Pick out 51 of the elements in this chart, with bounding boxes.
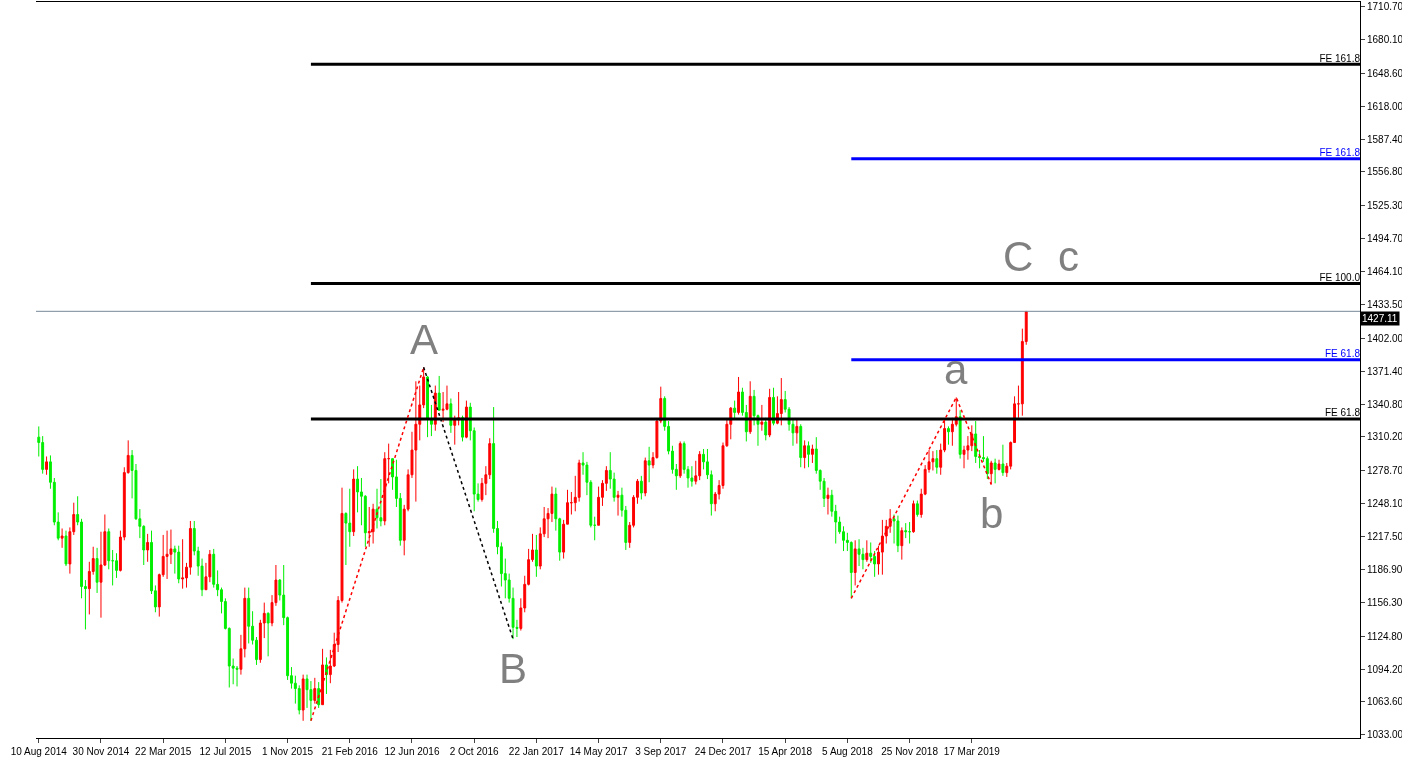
annotation: b <box>980 490 1004 537</box>
x-tick-label: 15 Apr 2018 <box>758 746 813 757</box>
x-tick-label: 14 May 2017 <box>569 746 628 757</box>
y-tick-label: 1587.40 <box>1367 133 1402 145</box>
y-tick-label: 1618.00 <box>1367 100 1402 112</box>
annotation: B <box>499 645 528 692</box>
y-tick-label: 1710.70 <box>1367 1 1402 13</box>
y-tick-label: 1648.60 <box>1367 67 1402 79</box>
y-tick-label: 1278.70 <box>1367 465 1402 477</box>
y-tick-label: 1340.80 <box>1367 398 1402 410</box>
annotation: a <box>944 346 968 393</box>
y-tick-label: 1310.20 <box>1367 431 1402 443</box>
y-tick-label: 1063.60 <box>1367 696 1402 708</box>
y-tick-label: 1124.80 <box>1367 630 1402 642</box>
x-tick-label: 12 Jul 2015 <box>199 746 252 757</box>
x-tick-label: 10 Aug 2014 <box>10 746 68 757</box>
y-tick-label: 1217.50 <box>1367 531 1402 543</box>
y-tick-label: 1402.00 <box>1367 332 1402 344</box>
y-tick-label: 1094.20 <box>1367 663 1402 675</box>
y-tick-label: 1033.00 <box>1367 729 1402 741</box>
series-label: FE 161.8 <box>1319 52 1361 64</box>
annotation: C <box>1003 233 1034 280</box>
series-label: FE 61.8 <box>1324 407 1361 419</box>
y-tick-label: 1156.30 <box>1367 596 1402 608</box>
series-label: FE 161.8 <box>1319 147 1361 159</box>
y-tick-label: 1186.90 <box>1367 563 1402 575</box>
x-tick-label: 22 Jan 2017 <box>508 746 565 757</box>
y-tick-label: 1525.30 <box>1367 200 1402 212</box>
y-tick-label: 1248.10 <box>1367 498 1402 510</box>
y-tick-label: 1494.70 <box>1367 233 1402 245</box>
x-tick-label: 3 Sep 2017 <box>635 746 687 757</box>
y-tick-label: 1433.50 <box>1367 298 1402 310</box>
y-tick-label: 1371.40 <box>1367 365 1402 377</box>
series-label: FE 61.8 <box>1324 348 1361 360</box>
x-tick-label: 17 Mar 2019 <box>943 746 1001 757</box>
x-tick-label: 12 Jun 2016 <box>384 746 440 757</box>
x-tick-label: 2 Oct 2016 <box>449 746 500 757</box>
x-tick-label: 30 Nov 2014 <box>72 746 130 757</box>
series-label: FE 100.0 <box>1319 272 1361 284</box>
x-tick-label: 21 Feb 2016 <box>321 746 379 757</box>
y-tick-label: 1464.10 <box>1367 266 1402 278</box>
x-tick-label: 1 Nov 2015 <box>262 746 314 757</box>
annotation: A <box>410 316 439 363</box>
x-tick-label: 5 Aug 2018 <box>822 746 874 757</box>
y-tick-label: 1556.80 <box>1367 166 1402 178</box>
ref-line-label: 1427.11 <box>1362 313 1398 324</box>
y-tick-label: 1680.10 <box>1367 34 1402 45</box>
x-tick-label: 24 Dec 2017 <box>694 746 752 757</box>
x-tick-label: 25 Nov 2018 <box>881 746 939 757</box>
x-tick-label: 22 Mar 2015 <box>135 746 192 757</box>
annotation: c <box>1058 233 1079 280</box>
